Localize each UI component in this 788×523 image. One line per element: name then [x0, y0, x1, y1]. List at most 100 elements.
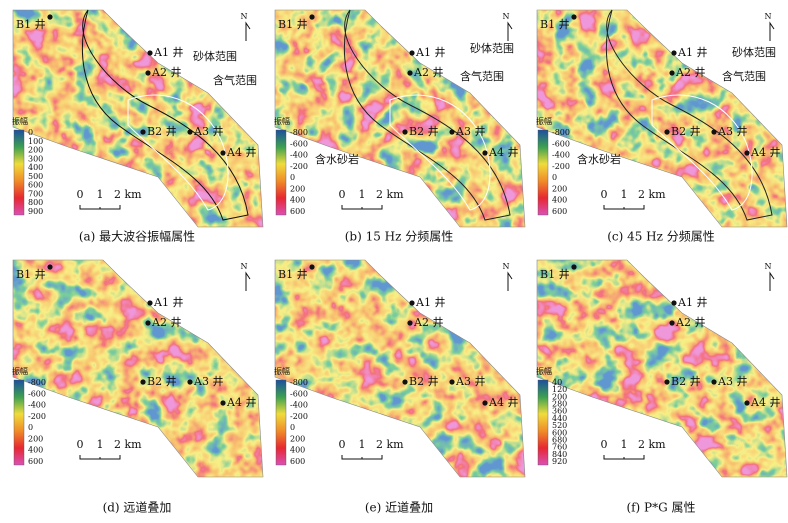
legend-title: 振幅 [12, 366, 28, 376]
legend-tick: -400 [290, 151, 308, 160]
panel: N B1 井 A1 井 A2 井 B2 井 A3 井A4 井 振幅-800 -600 -400 -… [274, 259, 526, 478]
well-label: A1 井 [153, 45, 183, 59]
annotation: 含气范围 [722, 69, 766, 83]
legend-tick: 600 [28, 181, 43, 190]
legend-tick: 900 [28, 207, 43, 216]
legend-tick: 200 [290, 184, 305, 193]
legend-tick: -800 [552, 128, 570, 137]
well [744, 400, 750, 406]
well [711, 129, 717, 135]
well [309, 264, 315, 270]
map-outline [536, 9, 788, 228]
legend-tick: 200 [28, 434, 43, 443]
scale-label: 2 km [114, 188, 142, 201]
scale-label: 0 [339, 438, 346, 451]
scale-label: 1 [621, 438, 628, 451]
well-label: B1 井 [540, 267, 570, 281]
annotation: 含气范围 [213, 73, 257, 87]
panel: NB1 井A1 井A2 井B2 井 A3 井A4 井砂体范围含气范围振幅01002… [12, 9, 264, 228]
well [140, 129, 146, 135]
well-label: A1 井 [415, 45, 445, 59]
annotation: 含水砂岩 [577, 152, 621, 166]
legend-tick: -200 [290, 412, 308, 421]
gas-boundary [389, 94, 491, 211]
scale-label: 1 [97, 188, 104, 201]
caption: (e) 近道叠加 [365, 501, 433, 515]
scale-label: 2 km [638, 188, 666, 201]
legend-tick: -600 [28, 389, 46, 398]
legend-tick: -200 [28, 412, 46, 421]
well-label: B1 井 [16, 267, 46, 281]
map-outline [12, 9, 264, 228]
well-label: A2 井 [151, 315, 181, 329]
well [220, 150, 226, 156]
legend-tick: 200 [28, 146, 43, 155]
well [711, 379, 717, 385]
scale-label: 1 [621, 188, 628, 201]
panel: NB1 井A1 井A2 井B2 井 A3 井A4 井砂体范围含气范围含水砂岩振幅-… [274, 9, 526, 228]
legend-tick: 400 [28, 446, 43, 455]
well-label: A4 井 [488, 145, 518, 159]
map-outline [536, 259, 788, 478]
scale-label: 0 [339, 188, 346, 201]
well [744, 150, 750, 156]
well-label: A4 井 [750, 145, 780, 159]
well-label: A4 井 [226, 395, 256, 409]
legend-tick: 600 [290, 207, 305, 216]
well [147, 300, 153, 306]
well [187, 379, 193, 385]
legend-tick: 500 [28, 172, 43, 181]
well [145, 320, 151, 326]
well [671, 300, 677, 306]
well-label: A2 井 [151, 65, 181, 79]
scale-bar [79, 205, 121, 210]
legend-tick: -600 [290, 139, 308, 148]
legend-tick: -400 [552, 151, 570, 160]
legend-tick: 600 [552, 428, 567, 437]
legend-tick: 0 [28, 128, 33, 137]
scale-label: 0 [601, 188, 608, 201]
well-label: A1 井 [415, 295, 445, 309]
scale-bar [603, 455, 645, 460]
sand-boundary [81, 9, 249, 221]
legend-tick: 600 [28, 457, 43, 466]
well-label: A2 井 [675, 315, 705, 329]
well [482, 150, 488, 156]
scale-label: 0 [77, 188, 84, 201]
annotation: 含水砂岩 [315, 152, 359, 166]
legend-tick: 440 [552, 414, 567, 423]
legend-tick: 760 [552, 443, 567, 452]
legend-title: 振幅 [274, 366, 290, 376]
legend-tick: 0 [552, 173, 557, 182]
well-label: A3 井 [193, 374, 223, 388]
well [407, 320, 413, 326]
legend-tick: 600 [552, 207, 567, 216]
well [407, 70, 413, 76]
well-label: B1 井 [16, 17, 46, 31]
scale-label: 1 [359, 188, 366, 201]
north-arrow [245, 21, 251, 41]
well [402, 379, 408, 385]
colorbar [275, 129, 287, 216]
caption: (c) 45 Hz 分频属性 [607, 230, 715, 244]
legend-tick: -600 [552, 139, 570, 148]
colorbar [13, 129, 25, 216]
legend-title: 振幅 [274, 116, 290, 126]
legend-tick: 400 [290, 196, 305, 205]
well-label: B2 井 [671, 124, 701, 138]
legend-tick: 400 [290, 446, 305, 455]
well [669, 320, 675, 326]
well-label: B2 井 [671, 374, 701, 388]
caption: (d) 远道叠加 [103, 501, 172, 515]
legend-tick: 400 [28, 163, 43, 172]
north-label: N [503, 12, 510, 21]
well [187, 129, 193, 135]
well-label: A4 井 [750, 395, 780, 409]
colorbar [537, 379, 549, 466]
well [145, 70, 151, 76]
scale-bar [79, 455, 121, 460]
gas-boundary [127, 94, 229, 211]
well [409, 50, 415, 56]
legend-tick: 0 [290, 423, 295, 432]
caption: (f) P*G 属性 [626, 501, 695, 515]
